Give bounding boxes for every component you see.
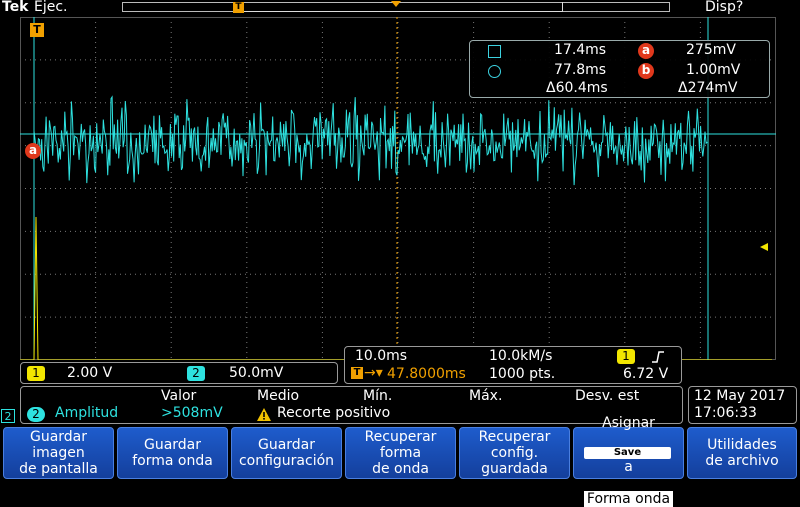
- assign-save-button[interactable]: Asignar Save a Forma onda: [573, 415, 684, 507]
- trigger-position-badge: T: [351, 367, 363, 379]
- ch2-waveform: [33, 95, 708, 186]
- recall-waveform-button[interactable]: Recuperar forma de onda: [345, 427, 456, 479]
- record-trigger-marker: T: [233, 2, 244, 13]
- measurement-panel[interactable]: Valor Medio Mín. Máx. Desv. est 2 Amplit…: [20, 386, 683, 424]
- cursor-b-badge: b: [638, 63, 654, 79]
- time: 17:06:33: [694, 405, 757, 421]
- cursor-a-badge: a: [638, 43, 654, 59]
- cursor-a-marker[interactable]: a: [25, 143, 41, 159]
- display-menu[interactable]: Disp?: [705, 0, 744, 15]
- ch1-scale[interactable]: 2.00 V: [67, 365, 113, 381]
- trigger-source-badge: 1: [617, 349, 635, 364]
- datetime-panel: 12 May 2017 17:06:33: [688, 386, 797, 424]
- cursor-a-value: 275mV: [686, 42, 736, 58]
- ch1-waveform: [20, 216, 772, 360]
- ch1-badge[interactable]: 1: [27, 366, 45, 381]
- cursor-a-time: 17.4ms: [554, 42, 607, 58]
- record-length: 1000 pts.: [489, 366, 556, 382]
- cursor-b-value: 1.00mV: [686, 62, 741, 78]
- channel-scale-bar: 1 2.00 V 2 50.0mV: [20, 362, 338, 384]
- trigger-position-marker[interactable]: T: [30, 23, 44, 37]
- cursor-square-icon: [488, 45, 501, 58]
- position-arrow-icon: →▾: [364, 365, 383, 381]
- col-valor: Valor: [161, 388, 197, 404]
- sample-rate: 10.0kM/s: [489, 348, 553, 364]
- horizontal-position: 47.8000ms: [387, 366, 466, 382]
- cursor-delta-time: Δ60.4ms: [546, 80, 608, 96]
- horizontal-trigger-readout[interactable]: 10.0ms 10.0kM/s 1 T →▾ 47.8000ms 1000 pt…: [344, 346, 682, 384]
- col-max: Máx.: [469, 388, 503, 404]
- ch2-ground-marker[interactable]: 2: [1, 409, 15, 423]
- meas-name: Amplitud: [55, 405, 119, 421]
- recall-setup-button[interactable]: Recuperar config. guardada: [459, 427, 570, 479]
- cursor-readout: 17.4ms a 275mV 77.8ms b 1.00mV Δ60.4ms Δ…: [469, 40, 770, 98]
- save-screen-image-button[interactable]: Guardar imagen de pantalla: [3, 427, 114, 479]
- top-status-bar: [0, 0, 800, 16]
- warning-icon: [257, 408, 271, 421]
- meas-value: >508mV: [161, 405, 223, 421]
- ch2-scale[interactable]: 50.0mV: [229, 365, 284, 381]
- trigger-level: 6.72 V: [623, 366, 669, 382]
- save-setup-button[interactable]: Guardar configuración: [231, 427, 342, 479]
- col-medio: Medio: [257, 388, 300, 404]
- save-waveform-button[interactable]: Guardar forma onda: [117, 427, 228, 479]
- grid-lines: [20, 17, 776, 360]
- cursor-delta-value: Δ274mV: [678, 80, 738, 96]
- col-min: Mín.: [363, 388, 393, 404]
- run-state: Ejec.: [34, 0, 68, 15]
- save-key-icon: Save: [583, 447, 672, 459]
- trigger-position-arrow-icon: [391, 1, 401, 7]
- col-desv: Desv. est: [575, 388, 640, 404]
- rising-edge-icon: [652, 351, 664, 363]
- cursor-circle-icon: [488, 65, 501, 78]
- file-utilities-button[interactable]: Utilidades de archivo: [687, 427, 797, 479]
- assign-selection: Forma onda: [583, 491, 674, 507]
- meas-warning: Recorte positivo: [277, 405, 391, 421]
- time-per-div: 10.0ms: [355, 348, 408, 364]
- date: 12 May 2017: [694, 388, 786, 404]
- ch2-badge[interactable]: 2: [187, 366, 205, 381]
- cursor-b-time: 77.8ms: [554, 62, 607, 78]
- trigger-level-arrow-icon: [760, 243, 768, 251]
- meas-channel-badge: 2: [27, 407, 45, 422]
- brand-logo: Tek: [2, 0, 29, 15]
